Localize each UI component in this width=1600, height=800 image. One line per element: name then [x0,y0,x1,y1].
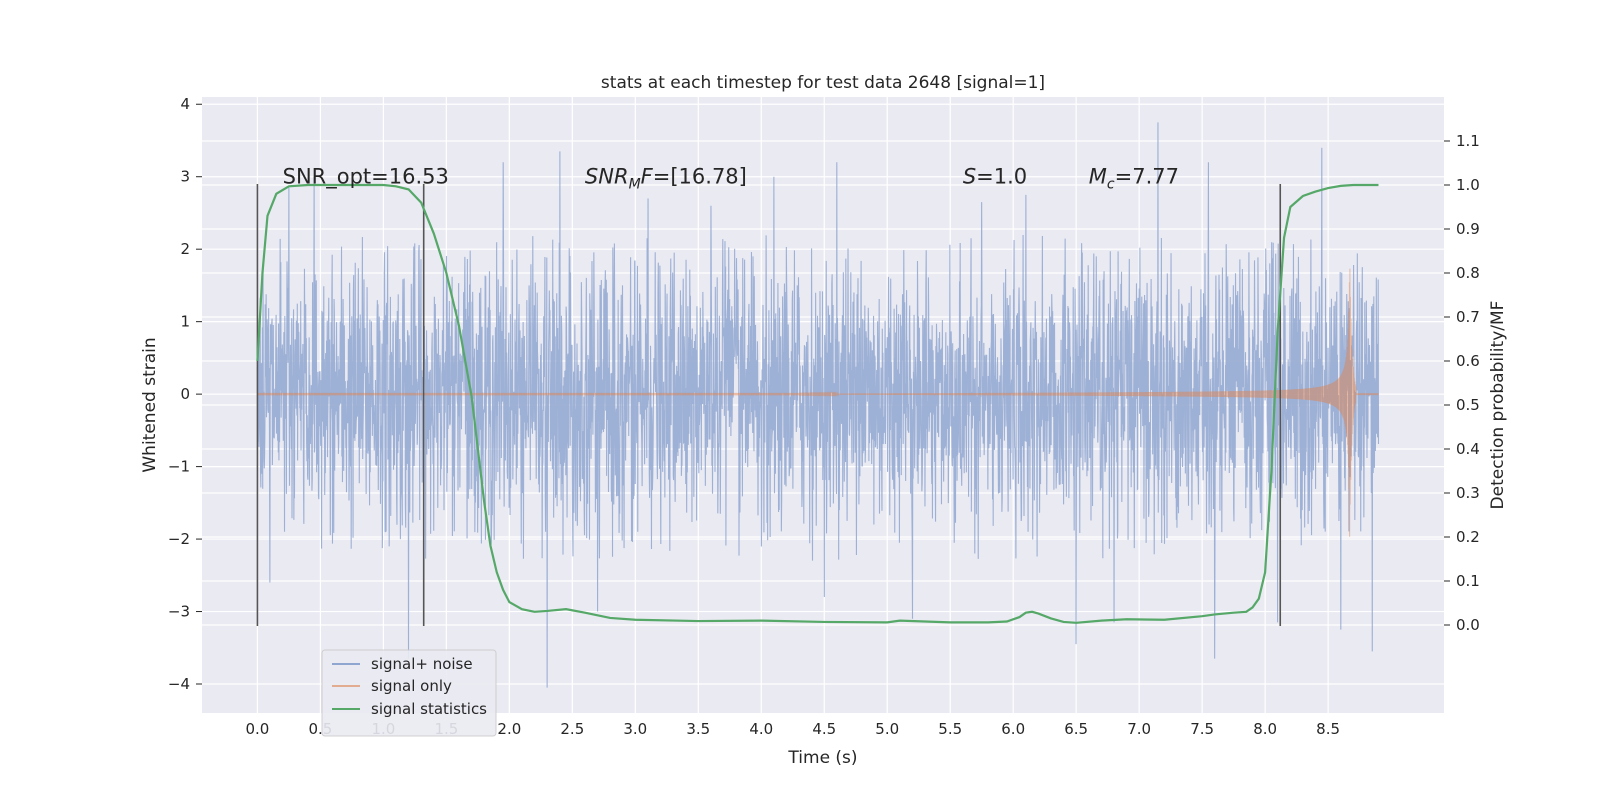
legend-label-signal-statistics: signal statistics [371,700,487,718]
y-right-tick-label: 0.8 [1456,264,1480,282]
y-left-tick-label: 4 [180,95,190,113]
y-left-axis-label: Whitened strain [140,337,160,472]
annotation-0: SNR_opt=16.53 [283,165,449,190]
x-tick-label: 4.0 [749,720,773,738]
x-tick-label: 7.5 [1190,720,1214,738]
y-right-tick-label: 0.5 [1456,396,1480,414]
y-left-tick-label: 0 [180,385,190,403]
x-tick-label: 8.5 [1316,720,1340,738]
vertical-lines-layer [256,183,1282,627]
x-tick-label: 7.0 [1127,720,1151,738]
annotations-layer: SNR_opt=16.53 SNRMF=[16.78] S=1.0 Mc=7.77 [283,165,1179,193]
annotation-1: SNRMF=[16.78] [585,165,747,193]
y-right-tick-label: 0.6 [1456,352,1480,370]
x-tick-label: 3.5 [686,720,710,738]
y-right-tick-label: 0.7 [1456,308,1480,326]
legend: signal+ noise signal only signal statist… [321,649,497,737]
signal-only-layer [256,268,1379,537]
x-axis-label: Time (s) [787,748,857,768]
y-left-tick-label: 3 [180,168,190,186]
y-right-tick-label: 1.0 [1456,176,1480,194]
signal-only-line [256,268,1379,537]
annotation-2: S=1.0 [963,165,1027,189]
y-right-tick-label: 0.0 [1456,616,1480,634]
signal-statistics-layer [256,183,1379,624]
y-left-tick-label: 2 [180,240,190,258]
x-tick-label: 5.0 [875,720,899,738]
y-right-axis-label: Detection probability/MF [1488,301,1508,510]
y-right-tick-label: 0.4 [1456,440,1480,458]
x-tick-label: 5.5 [938,720,962,738]
y-left-tick-label: −4 [168,675,190,693]
y-right-tick-label: 0.1 [1456,572,1480,590]
x-tick-label: 6.5 [1064,720,1088,738]
annotation-3: Mc=7.77 [1089,165,1179,193]
legend-label-signal-only: signal only [371,677,452,695]
y-left-tick-label: −2 [168,530,190,548]
y-right-tick-label: 1.1 [1456,132,1480,150]
legend-label-signal-noise: signal+ noise [371,655,473,673]
x-tick-label: 2.0 [497,720,521,738]
signal-statistics-line [256,183,1379,624]
legend-box [321,649,497,737]
y-left-tick-label: −3 [168,603,190,621]
chart-title: stats at each timestep for test data 264… [601,73,1045,93]
x-tick-label: 3.0 [623,720,647,738]
x-tick-label: 2.5 [560,720,584,738]
x-tick-label: 4.5 [812,720,836,738]
y-left-tick-label: 1 [180,313,190,331]
y-left-tick-label: −1 [168,458,190,476]
y-right-tick-label: 0.3 [1456,484,1480,502]
y-right-tick-label: 0.9 [1456,220,1480,238]
y-right-tick-label: 0.2 [1456,528,1480,546]
x-tick-label: 0.0 [245,720,269,738]
x-tick-label: 6.0 [1001,720,1025,738]
x-tick-label: 8.0 [1253,720,1277,738]
